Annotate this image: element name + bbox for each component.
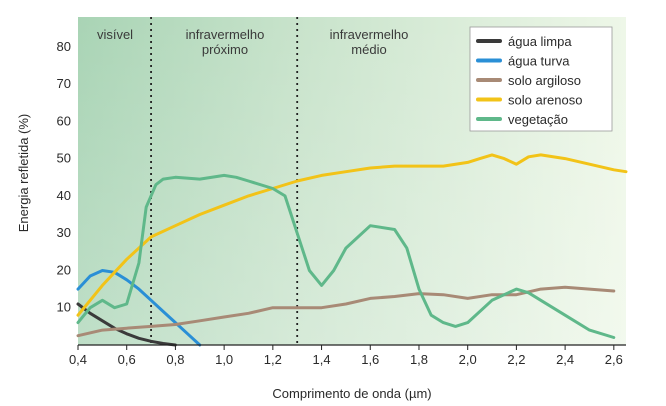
x-axis-title: Comprimento de onda (µm) (272, 386, 431, 401)
legend-label-vegetação: vegetação (508, 112, 568, 127)
region-label-1-1: próximo (202, 42, 248, 57)
region-label-2-1: médio (351, 42, 386, 57)
x-tick-label-0: 0,4 (69, 352, 87, 367)
legend-label-solo-arenoso: solo arenoso (508, 93, 582, 108)
x-tick-label-8: 2,0 (459, 352, 477, 367)
x-tick-label-1: 0,6 (118, 352, 136, 367)
x-tick-label-7: 1,8 (410, 352, 428, 367)
y-tick-label-1: 20 (57, 262, 71, 277)
series-line-água-limpa (76, 302, 177, 347)
y-tick-label-0: 10 (57, 300, 71, 315)
x-tick-label-9: 2,2 (507, 352, 525, 367)
x-tick-label-3: 1,0 (215, 352, 233, 367)
y-tick-label-6: 70 (57, 76, 71, 91)
region-label-0-0: visível (97, 27, 133, 42)
y-axis-title: Energia refletida (%) (16, 114, 31, 233)
x-tick-label-10: 2,4 (556, 352, 574, 367)
series-line-vegetação (76, 173, 616, 339)
y-tick-label-2: 30 (57, 225, 71, 240)
y-tick-label-7: 80 (57, 39, 71, 54)
x-tick-label-6: 1,6 (361, 352, 379, 367)
y-tick-label-5: 60 (57, 113, 71, 128)
y-tick-label-4: 50 (57, 151, 71, 166)
x-tick-label-5: 1,4 (313, 352, 331, 367)
y-tick-label-3: 40 (57, 188, 71, 203)
x-tick-label-4: 1,2 (264, 352, 282, 367)
region-label-1-0: infravermelho (186, 27, 265, 42)
x-tick-label-2: 0,8 (166, 352, 184, 367)
series-line-solo-arenoso (76, 153, 628, 317)
series-line-água-turva (76, 269, 202, 347)
legend-label-solo-argiloso: solo argiloso (508, 73, 581, 88)
legend-label-água-limpa: água limpa (508, 34, 572, 49)
region-label-2-0: infravermelho (330, 27, 409, 42)
legend-label-água-turva: água turva (508, 54, 570, 69)
x-tick-label-11: 2,6 (605, 352, 623, 367)
